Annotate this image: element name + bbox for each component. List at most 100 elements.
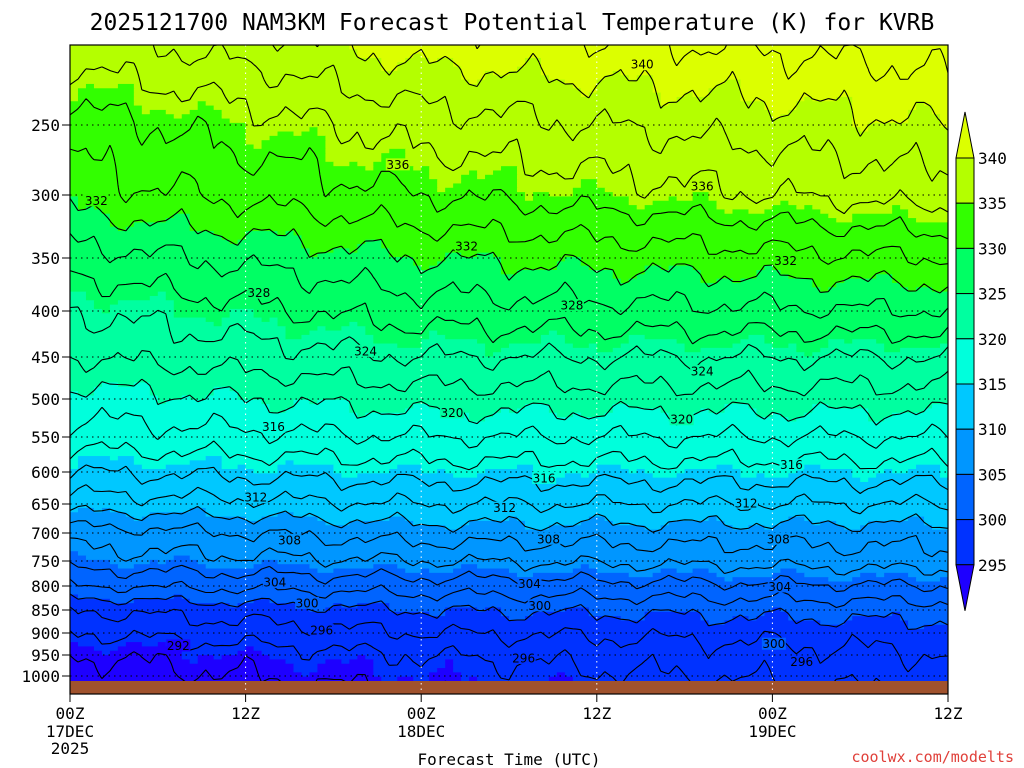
shade-cell [70,144,255,150]
shade-cell [852,118,909,124]
shade-cell [548,676,574,682]
shade-cell [636,205,646,211]
colorbar-segment [955,428,975,475]
shade-cell [253,564,311,570]
shade-cell [860,525,933,531]
shade-cell [684,343,734,349]
shade-cell [660,568,678,574]
colorbar-label: 340 [978,149,1007,168]
shade-cell [708,620,726,626]
colorbar-label: 330 [978,239,1007,258]
shade-cell [509,516,518,522]
contour-label-bg [559,299,584,312]
contour-label-bg [454,240,479,253]
shade-cell [397,62,454,68]
shade-cell [884,417,948,423]
shade-cell [309,330,366,336]
shade-cell [93,205,638,211]
shade-cell [149,512,207,518]
contour-334 [70,98,948,240]
shade-cell [804,464,821,470]
shade-cell [437,330,550,336]
shade-cell [852,473,877,479]
shade-cell [197,559,263,565]
shade-cell [70,624,909,630]
shade-cell [341,603,358,609]
shade-cell [93,386,151,392]
shade-cell [828,339,845,345]
shade-cell [309,248,334,254]
y-tick-label: 450 [31,348,60,367]
shade-cell [516,183,582,189]
contour-label: 308 [537,532,560,546]
shade-cell [516,408,550,414]
shade-cell [405,153,948,159]
shade-cell [692,92,710,98]
contour-label-bg [261,420,286,433]
shade-cell [780,412,805,418]
x-tick-time: 00Z [758,704,787,723]
shade-cell [884,347,901,353]
shade-cell [70,443,948,448]
shade-cell [812,352,948,358]
shade-cell [70,598,111,604]
shade-cell [133,564,207,570]
shade-cell [381,153,406,159]
shade-cell [70,192,526,198]
shade-cell [70,231,215,236]
shade-cell [828,343,885,349]
shade-cell [764,265,773,271]
colorbar: 340 335 330 325 320 315 310 305 300 295 [955,111,1007,611]
shade-cell [70,96,79,102]
shade-cell [556,672,566,678]
shade-cell [477,473,542,479]
shade-cell [908,469,941,474]
shade-cell [70,131,247,137]
shade-cell [70,209,103,215]
shade-cell [389,469,422,474]
contour-338 [152,45,948,182]
shade-cell [70,347,486,353]
contour-label: 336 [691,179,714,193]
shade-cell [149,109,167,115]
shade-cell [173,313,231,319]
contour-label: 300 [296,596,319,610]
contour-label: 340 [631,58,654,72]
shade-cell [580,473,590,479]
shade-cell [85,83,95,89]
shade-cell [852,96,948,102]
shade-cell [157,395,183,401]
shade-cell [501,269,518,275]
shade-cell [70,507,79,513]
shade-cell [70,399,159,405]
credit-text[interactable]: coolwx.com/modelts [851,748,1014,766]
shade-cell [429,404,526,410]
shade-cell [756,616,789,622]
shade-cell [70,295,87,301]
shade-cell [516,464,534,470]
shade-cell [852,218,917,223]
shade-cell [532,464,598,470]
shade-cell [70,79,470,85]
shade-cell [708,516,718,522]
shade-cell [285,334,303,340]
grid-layer [70,45,948,694]
shade-cell [317,516,390,522]
shade-cell [604,187,948,193]
shade-cell [261,399,295,405]
shade-cell [173,555,191,561]
contour-label: 304 [263,576,286,590]
contour-label: 308 [767,532,790,546]
shade-cell [413,676,430,682]
shade-cell [229,239,239,245]
shade-cell [173,308,231,314]
shade-cell [237,650,263,656]
shade-cell [133,598,191,604]
shade-cell [221,114,773,120]
shade-cell [317,127,861,133]
shade-cell [445,252,462,258]
shade-cell [189,598,255,604]
shade-cell [181,594,948,600]
shade-cell [421,568,430,574]
shade-cell [70,183,438,189]
